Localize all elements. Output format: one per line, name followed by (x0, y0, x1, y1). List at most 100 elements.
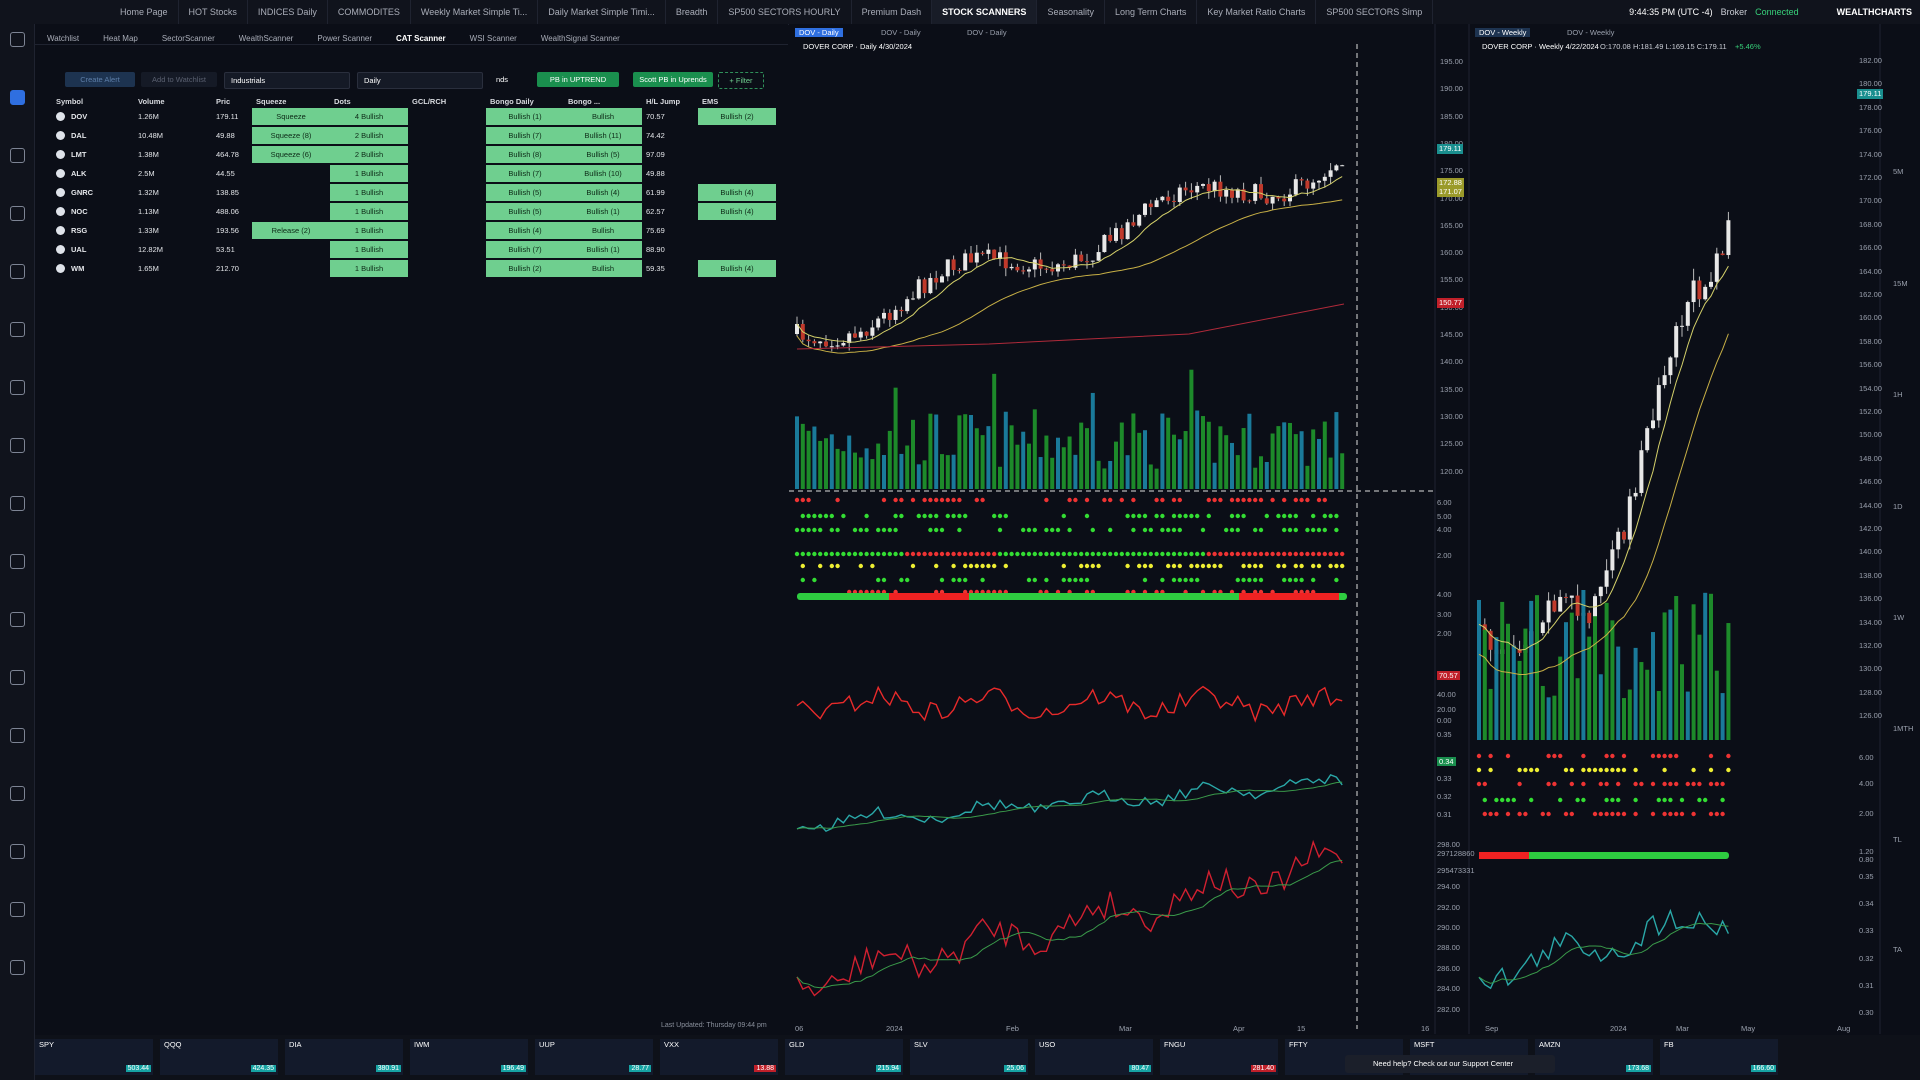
table-cell: 49.88 (642, 164, 698, 184)
top-tab[interactable]: SP500 SECTORS HOURLY (718, 0, 852, 24)
chart-shape (1322, 551, 1327, 557)
ticker-card[interactable]: USO 80.47 (1035, 1039, 1153, 1075)
chart-shape (1616, 797, 1621, 803)
chart-shape (1529, 797, 1534, 803)
ticker-card[interactable]: FNGU 281.40 (1160, 1039, 1278, 1075)
table-row[interactable]: DOV 1.26M 179.11 Squeeze 4 Bullish Bullish (1… (42, 108, 776, 127)
chart-shape (818, 513, 823, 519)
chart-shape (1633, 797, 1638, 803)
chart-shape (1276, 196, 1281, 199)
chart-shape (1189, 563, 1194, 569)
chart-shape (1610, 753, 1615, 759)
scanner-tab[interactable]: Heat Map (103, 34, 138, 43)
chart-shape (829, 513, 834, 519)
table-cell: Bullish (5) (486, 202, 564, 222)
scanner-tab[interactable]: SectorScanner (161, 34, 215, 43)
table-cell: 53.51 (212, 240, 252, 260)
top-tab[interactable]: Home Page (110, 0, 179, 24)
ticker-card[interactable]: DIA 380.91 (285, 1039, 403, 1075)
scanner-tab[interactable]: WealthSignal Scanner (540, 34, 620, 43)
top-tab[interactable]: Seasonality (1037, 0, 1105, 24)
chart-shape (1259, 184, 1263, 199)
top-tab[interactable]: SP500 SECTORS Simp (1316, 0, 1434, 24)
top-tab[interactable]: Weekly Market Simple Ti... (411, 0, 539, 24)
top-tab[interactable]: Premium Dash (852, 0, 933, 24)
chart-shape (963, 551, 968, 557)
table-row[interactable]: WM 1.65M 212.70 1 Bullish Bullish (2) Bullish… (42, 259, 776, 279)
chart-shape (1674, 753, 1679, 759)
timeframe-select[interactable]: Daily (357, 72, 483, 89)
scanner-tab[interactable]: Power Scanner (317, 34, 373, 43)
chart-shape (1114, 441, 1118, 489)
ticker-symbol: FB (1664, 1040, 1674, 1049)
chart-shape (876, 443, 881, 489)
table-row[interactable]: ALK 2.5M 44.55 1 Bullish Bullish (7) Bullish … (42, 164, 776, 184)
ticker-card[interactable]: QQQ 424.35 (160, 1039, 278, 1075)
table-row[interactable]: RSG 1.33M 193.56 Release (2) 1 Bullish Bullis… (42, 221, 776, 241)
chart-shape (1650, 781, 1656, 787)
top-tab[interactable]: COMMODITES (328, 0, 411, 24)
ticker-strip: SPY 503.44 QQQ 424.35 DIA 380.91 IWM 196.49 UUP 2… (35, 1035, 1920, 1080)
table-cell: 88.90 (642, 240, 698, 260)
ticker-price: 215.94 (875, 1065, 901, 1072)
chart-shape (1148, 203, 1153, 208)
table-cell: 464.78 (212, 145, 252, 165)
filter-chip[interactable]: PB in UPTREND (537, 72, 619, 87)
top-tab[interactable]: Long Term Charts (1105, 0, 1198, 24)
chart-bg (789, 24, 1920, 1034)
ticker-card[interactable]: VXX 13.88 (660, 1039, 778, 1075)
top-tab[interactable]: Key Market Ratio Charts (1197, 0, 1317, 24)
table-row[interactable]: NOC 1.13M 488.06 1 Bullish Bullish (5) Bullis… (42, 202, 776, 222)
chart-shape (1282, 422, 1287, 489)
ticker-card[interactable]: IWM 196.49 (410, 1039, 528, 1075)
top-tab[interactable]: Breadth (666, 0, 719, 24)
chart-shape (1073, 254, 1078, 268)
chart-shape (1552, 600, 1557, 612)
top-tab[interactable]: HOT Stocks (179, 0, 248, 24)
add-filter[interactable]: + Filter (718, 72, 764, 89)
filter-fragment[interactable]: nds (495, 75, 509, 84)
create-alert[interactable]: Create Alert (65, 72, 135, 87)
chart-shape (1569, 811, 1574, 817)
symbol-icon (56, 226, 65, 236)
table-row[interactable]: LMT 1.38M 464.78 Squeeze (6) 2 Bullish Bullis… (42, 145, 776, 165)
chart-shape (1102, 497, 1107, 503)
table-row[interactable]: UAL 12.82M 53.51 1 Bullish Bullish (7) Bullis… (42, 240, 776, 260)
chart-shape (1305, 527, 1310, 533)
chart-shape (1067, 551, 1072, 557)
chart-shape (1258, 497, 1264, 503)
scanner-tab[interactable]: Watchlist (47, 34, 80, 43)
top-tab[interactable]: STOCK SCANNERS (932, 0, 1038, 24)
table-cell: Bullish (564, 259, 642, 279)
chart-shape (1021, 551, 1026, 557)
ticker-card[interactable]: FB 166.60 (1660, 1039, 1778, 1075)
chart-shape (795, 416, 799, 489)
ticker-card[interactable]: UUP 28.77 (535, 1039, 653, 1075)
filter-chip[interactable]: Scott PB in Uprends (633, 72, 713, 87)
table-row[interactable]: DAL 10.48M 49.88 Squeeze (8) 2 Bullish Bullis… (42, 126, 776, 146)
chart-shape (1633, 492, 1638, 497)
scanner-tab[interactable]: CAT Scanner (396, 34, 446, 43)
chart-shape (1241, 551, 1246, 557)
chart-shape (1119, 497, 1124, 503)
ticker-card[interactable]: SLV 25.06 (910, 1039, 1028, 1075)
top-tab[interactable]: INDICES Daily (248, 0, 328, 24)
chart-shape (969, 414, 973, 489)
ticker-card[interactable]: GLD 215.94 (785, 1039, 903, 1075)
table-row[interactable]: GNRC 1.32M 138.85 1 Bullish Bullish (5) Bulli… (42, 183, 776, 203)
ticker-card[interactable]: SPY 503.44 (35, 1039, 153, 1075)
chart-shape (1218, 563, 1223, 569)
scanner-tab[interactable]: WSI Scanner (469, 34, 517, 43)
scanner-tab[interactable]: WealthScanner (238, 34, 294, 43)
sector-select[interactable]: Industrials (224, 72, 350, 89)
chart-shape (1108, 551, 1113, 557)
chart-shape (911, 298, 915, 300)
top-tab[interactable]: Daily Market Simple Timi... (538, 0, 666, 24)
chart-shape (928, 551, 933, 557)
add-watchlist[interactable]: Add to Watchlist (141, 72, 217, 87)
chart-shape (1050, 457, 1055, 489)
table-cell: 12.82M (134, 240, 212, 260)
chart-shape (1021, 527, 1026, 533)
chart-shape (1546, 600, 1551, 623)
chart-shape (1616, 811, 1621, 817)
